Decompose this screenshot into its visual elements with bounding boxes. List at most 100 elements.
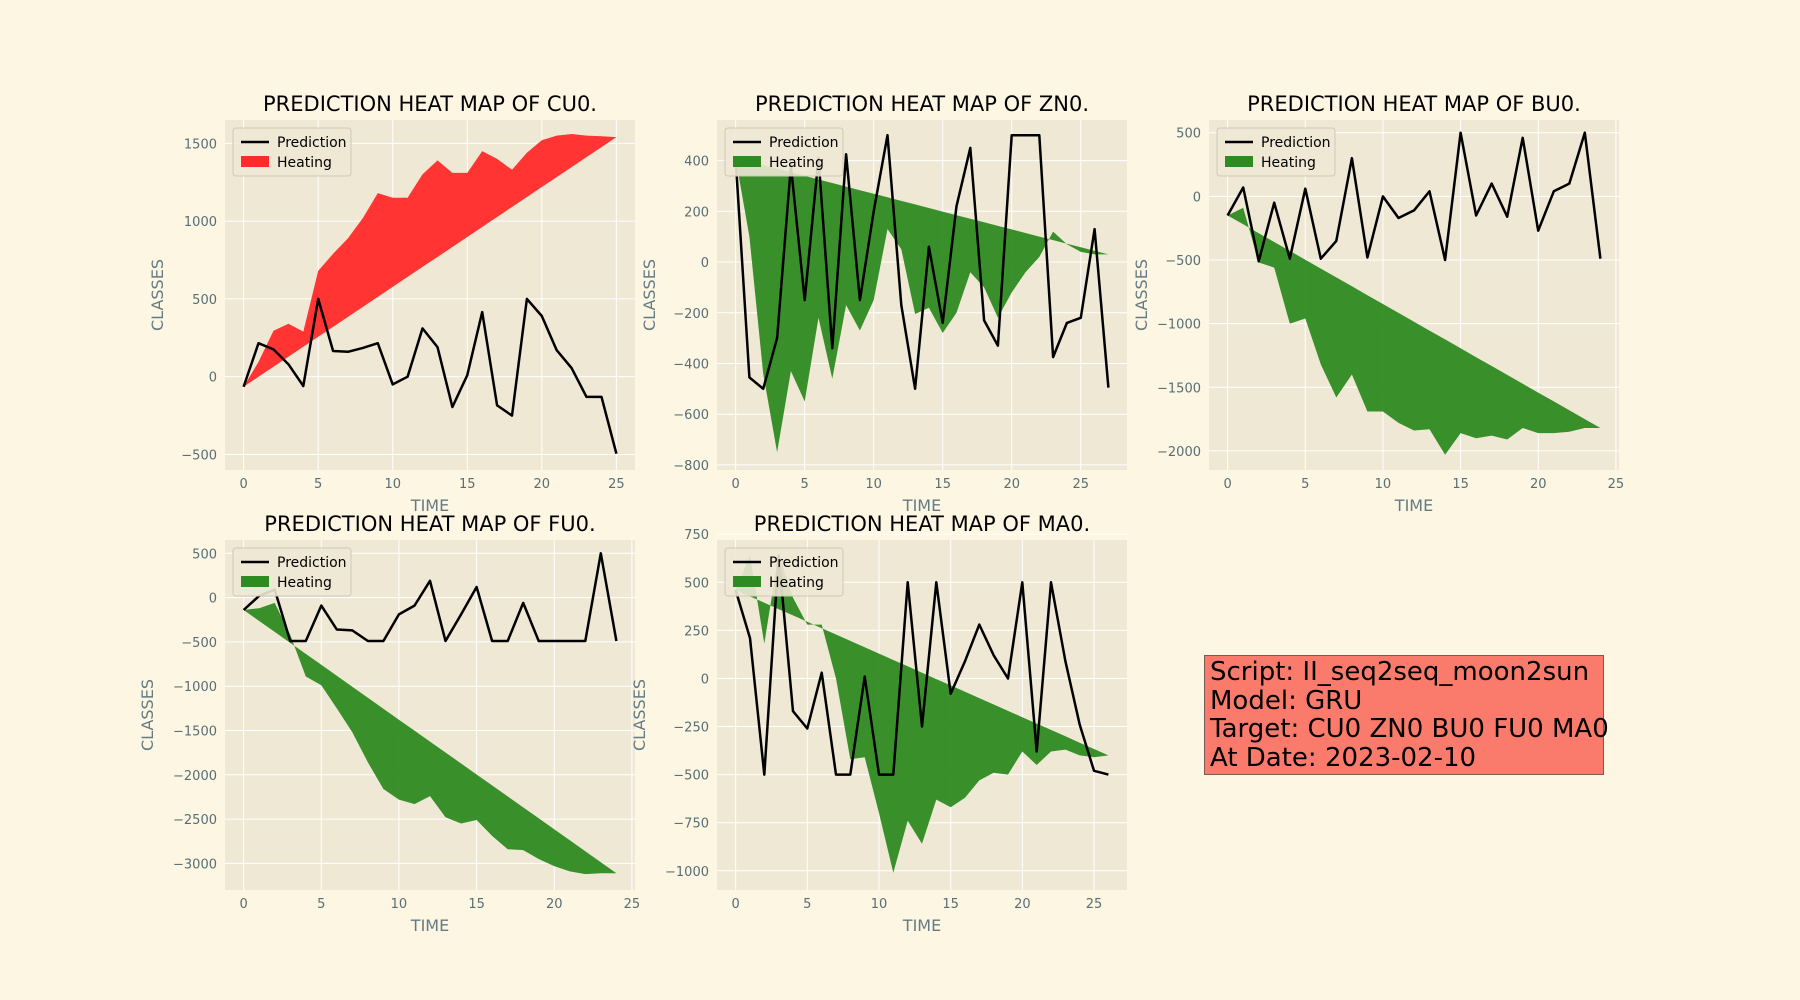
y-tick-label: 250 (684, 624, 709, 639)
x-tick-label: 10 (865, 477, 882, 492)
legend: Prediction Heating (232, 127, 352, 177)
x-tick-label: 25 (608, 477, 625, 492)
x-axis-label: TIME (902, 496, 941, 515)
y-tick-label: 0 (701, 672, 709, 687)
y-tick-label: −1000 (1157, 318, 1201, 333)
x-tick-label: 0 (1223, 477, 1231, 492)
y-tick-label: −2500 (173, 813, 217, 828)
x-tick-label: 10 (871, 897, 888, 912)
x-tick-label: 5 (803, 897, 811, 912)
y-tick-label: −3000 (173, 857, 217, 872)
y-tick-label: 500 (192, 293, 217, 308)
heating-area (1227, 207, 1601, 455)
y-axis-label: CLASSES (630, 679, 649, 751)
heating-area (735, 553, 1109, 873)
y-tick-label: 500 (1176, 127, 1201, 142)
y-tick-label: 0 (1193, 190, 1201, 205)
x-tick-label: 20 (534, 477, 551, 492)
x-tick-label: 20 (1003, 477, 1020, 492)
y-tick-label: −750 (673, 817, 709, 832)
y-tick-label: 200 (684, 205, 709, 220)
legend-prediction-label: Prediction (769, 135, 839, 151)
x-tick-label: 25 (1072, 477, 1089, 492)
y-tick-label: 0 (209, 592, 217, 607)
info-target: Target: CU0 ZN0 BU0 FU0 MA0 (1210, 714, 1609, 744)
y-tick-label: 750 (684, 528, 709, 543)
legend-heating-label: Heating (769, 575, 824, 591)
y-tick-label: 1000 (184, 215, 217, 230)
info-box: Script: II_seq2seq_moon2sun Model: GRU T… (1204, 655, 1609, 775)
legend-heating-swatch (733, 576, 761, 587)
legend: Prediction Heating (724, 127, 844, 177)
y-tick-label: −250 (673, 721, 709, 736)
x-tick-label: 0 (239, 897, 247, 912)
x-tick-label: 0 (731, 477, 739, 492)
x-tick-label: 0 (239, 477, 247, 492)
x-tick-label: 25 (1608, 477, 1625, 492)
heating-area (243, 134, 617, 387)
x-tick-label: 10 (384, 477, 401, 492)
prediction-line (242, 552, 618, 643)
x-tick-label: 20 (546, 897, 563, 912)
x-axis-label: TIME (410, 916, 449, 935)
y-tick-label: −1500 (1157, 381, 1201, 396)
subplot-0: 0 5 10 15 20 25 −500 0 500 1000 1500 TIME CLASSES PRE… (148, 92, 635, 515)
x-tick-label: 5 (314, 477, 322, 492)
x-tick-label: 10 (391, 897, 408, 912)
prediction-line (734, 554, 1109, 776)
y-tick-label: −500 (673, 769, 709, 784)
subplot-3: 0 5 10 15 20 25 −3000 −2500 −2000 −1500 −1000 −500 0… (138, 512, 640, 935)
legend-prediction-label: Prediction (277, 135, 347, 151)
y-tick-label: 0 (701, 256, 709, 271)
legend-heating-swatch (1225, 156, 1253, 167)
legend-heating-swatch (733, 156, 761, 167)
legend-heating-swatch (241, 156, 269, 167)
prediction-line (1226, 131, 1602, 263)
y-tick-label: 500 (684, 576, 709, 591)
x-tick-label: 5 (317, 897, 325, 912)
x-tick-label: 15 (1452, 477, 1469, 492)
x-axis-label: TIME (1394, 496, 1433, 515)
legend: Prediction Heating (724, 547, 844, 597)
y-tick-label: −200 (673, 307, 709, 322)
y-tick-label: −500 (181, 448, 217, 463)
y-axis-label: CLASSES (138, 679, 157, 751)
legend: Prediction Heating (232, 547, 352, 597)
x-tick-label: 5 (801, 477, 809, 492)
legend: Prediction Heating (1216, 127, 1336, 177)
chart-title: PREDICTION HEAT MAP OF MA0. (754, 512, 1090, 536)
y-tick-label: 500 (192, 547, 217, 562)
legend-heating-label: Heating (277, 575, 332, 591)
x-tick-label: 20 (1530, 477, 1547, 492)
chart-title: PREDICTION HEAT MAP OF BU0. (1247, 92, 1581, 116)
info-model: Model: GRU (1210, 685, 1363, 716)
subplot-2: 0 5 10 15 20 25 −2000 −1500 −1000 −500 0 500 TIME CLA… (1132, 92, 1624, 515)
y-tick-label: −600 (673, 408, 709, 423)
chart-title: PREDICTION HEAT MAP OF FU0. (264, 512, 595, 536)
y-tick-label: 400 (684, 155, 709, 170)
y-tick-label: 1500 (184, 137, 217, 152)
x-axis-label: TIME (902, 916, 941, 935)
y-tick-label: −800 (673, 459, 709, 474)
axes-background (225, 540, 635, 890)
y-tick-label: −1500 (173, 725, 217, 740)
y-tick-label: −400 (673, 357, 709, 372)
y-axis-label: CLASSES (1132, 259, 1151, 331)
legend-heating-label: Heating (769, 155, 824, 171)
y-tick-label: −2000 (173, 769, 217, 784)
prediction-line (242, 297, 618, 455)
legend-heating-swatch (241, 576, 269, 587)
subplot-4: 0 5 10 15 20 25 −1000 −750 −500 −250 0 250 500 750 TIM… (630, 512, 1127, 935)
x-tick-label: 10 (1375, 477, 1392, 492)
y-tick-label: −500 (181, 636, 217, 651)
info-script: Script: II_seq2seq_moon2sun (1210, 657, 1590, 687)
x-tick-label: 0 (731, 897, 739, 912)
x-tick-label: 25 (1086, 897, 1103, 912)
y-tick-label: −1000 (173, 680, 217, 695)
x-tick-label: 15 (459, 477, 476, 492)
chart-title: PREDICTION HEAT MAP OF ZN0. (755, 92, 1089, 116)
heating-area (243, 602, 617, 875)
chart-title: PREDICTION HEAT MAP OF CU0. (263, 92, 597, 116)
subplot-1: 0 5 10 15 20 25 −800 −600 −400 −200 0 200 400 TIME CLA… (640, 92, 1127, 515)
